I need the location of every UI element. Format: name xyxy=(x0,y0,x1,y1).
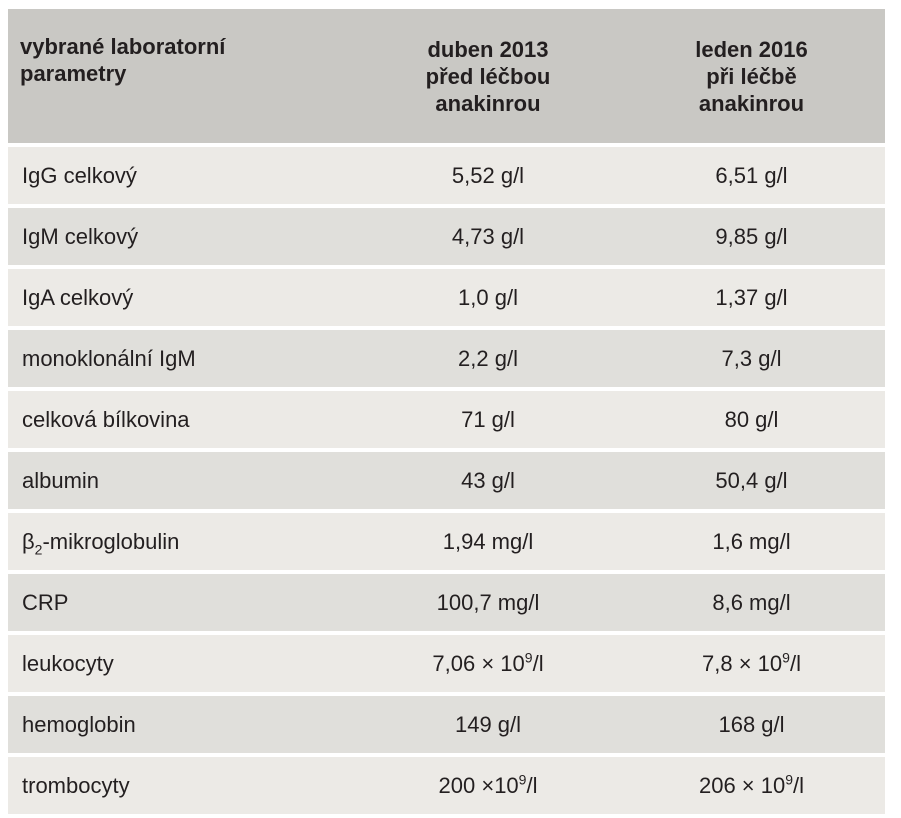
table-row: IgA celkový 1,0 g/l 1,37 g/l xyxy=(8,269,885,330)
value-2016-cell: 8,6 mg/l xyxy=(618,574,885,635)
table-row: CRP 100,7 mg/l 8,6 mg/l xyxy=(8,574,885,635)
value-base: 200 ×10 xyxy=(438,772,519,798)
param-cell: monoklonální IgM xyxy=(8,330,358,391)
value-2013-cell: 7,06 × 109/l xyxy=(358,635,618,696)
value-2013-cell: 4,73 g/l xyxy=(358,208,618,269)
value-exponent: 9 xyxy=(782,649,790,666)
lab-parameters-table: vybrané laboratorní parametry duben 2013… xyxy=(8,9,885,818)
table-row: β2-mikroglobulin 1,94 mg/l 1,6 mg/l xyxy=(8,513,885,574)
param-cell: leukocyty xyxy=(8,635,358,696)
header-january-2016: leden 2016 při léčbě anakinrou xyxy=(618,9,885,147)
value-2013-cell: 149 g/l xyxy=(358,696,618,757)
param-cell: CRP xyxy=(8,574,358,635)
header-january-2016-line-1: leden 2016 xyxy=(695,36,808,62)
value-unit: /l xyxy=(789,650,801,676)
value-base: 206 × 10 xyxy=(698,772,786,798)
param-cell: IgA celkový xyxy=(8,269,358,330)
header-april-2013-line-3: anakinrou xyxy=(435,90,541,116)
param-beta-symbol: β xyxy=(22,528,35,554)
value-2013-cell: 2,2 g/l xyxy=(358,330,618,391)
value-exponent: 9 xyxy=(785,771,794,788)
value-2016-cell: 6,51 g/l xyxy=(618,147,885,208)
value-2013-cell: 100,7 mg/l xyxy=(358,574,618,635)
param-cell: IgM celkový xyxy=(8,208,358,269)
lab-parameters-table-container: vybrané laboratorní parametry duben 2013… xyxy=(8,9,885,818)
table-row: trombocyty 200 ×109/l 206 × 109/l xyxy=(8,757,885,818)
table-row: IgG celkový 5,52 g/l 6,51 g/l xyxy=(8,147,885,208)
param-cell: IgG celkový xyxy=(8,147,358,208)
table-row: leukocyty 7,06 × 109/l 7,8 × 109/l xyxy=(8,635,885,696)
param-cell: albumin xyxy=(8,452,358,513)
table-row: monoklonální IgM 2,2 g/l 7,3 g/l xyxy=(8,330,885,391)
value-unit: /l xyxy=(532,650,544,676)
table-header: vybrané laboratorní parametry duben 2013… xyxy=(8,9,885,147)
value-2016-cell: 1,37 g/l xyxy=(618,269,885,330)
param-cell: hemoglobin xyxy=(8,696,358,757)
header-april-2013: duben 2013 před léčbou anakinrou xyxy=(358,9,618,147)
param-cell: trombocyty xyxy=(8,757,358,818)
param-beta-rest: -mikroglobulin xyxy=(42,528,180,554)
table-body: IgG celkový 5,52 g/l 6,51 g/l IgM celkov… xyxy=(8,147,885,818)
header-parameters-line-2: parametry xyxy=(20,61,127,86)
table-row: IgM celkový 4,73 g/l 9,85 g/l xyxy=(8,208,885,269)
value-unit: /l xyxy=(526,772,538,798)
value-base: 7,06 × 10 xyxy=(432,650,525,676)
value-exponent: 9 xyxy=(518,771,527,788)
header-row: vybrané laboratorní parametry duben 2013… xyxy=(8,9,885,147)
value-2016-cell: 50,4 g/l xyxy=(618,452,885,513)
value-2016-cell: 7,8 × 109/l xyxy=(618,635,885,696)
value-exponent: 9 xyxy=(524,649,533,666)
value-2013-cell: 71 g/l xyxy=(358,391,618,452)
header-january-2016-line-2: při léčbě xyxy=(706,63,797,89)
value-2013-cell: 43 g/l xyxy=(358,452,618,513)
value-2013-cell: 1,0 g/l xyxy=(358,269,618,330)
value-2016-cell: 206 × 109/l xyxy=(618,757,885,818)
table-row: hemoglobin 149 g/l 168 g/l xyxy=(8,696,885,757)
header-parameters: vybrané laboratorní parametry xyxy=(8,9,358,147)
param-cell: celková bílkovina xyxy=(8,391,358,452)
value-2013-cell: 200 ×109/l xyxy=(358,757,618,818)
table-row: celková bílkovina 71 g/l 80 g/l xyxy=(8,391,885,452)
table-row: albumin 43 g/l 50,4 g/l xyxy=(8,452,885,513)
value-2016-cell: 9,85 g/l xyxy=(618,208,885,269)
param-cell: β2-mikroglobulin xyxy=(8,513,358,574)
value-2013-cell: 5,52 g/l xyxy=(358,147,618,208)
header-parameters-line-1: vybrané laboratorní xyxy=(20,34,226,59)
value-2016-cell: 80 g/l xyxy=(618,391,885,452)
header-january-2016-line-3: anakinrou xyxy=(698,90,805,116)
param-beta-subscript: 2 xyxy=(34,540,43,557)
header-april-2013-line-2: před léčbou xyxy=(425,63,551,89)
value-2016-cell: 1,6 mg/l xyxy=(618,513,885,574)
value-unit: /l xyxy=(793,772,805,798)
header-april-2013-line-1: duben 2013 xyxy=(427,36,549,62)
value-2013-cell: 1,94 mg/l xyxy=(358,513,618,574)
value-base: 7,8 × 10 xyxy=(702,650,783,676)
value-2016-cell: 168 g/l xyxy=(618,696,885,757)
value-2016-cell: 7,3 g/l xyxy=(618,330,885,391)
